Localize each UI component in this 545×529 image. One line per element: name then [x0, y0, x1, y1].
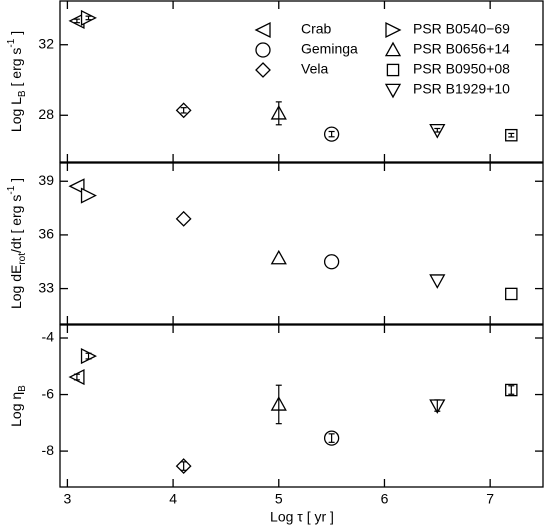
legend-label: PSR B0656+14: [413, 41, 510, 57]
y-axis-label-part: -1: [6, 185, 17, 194]
marker: [68, 178, 85, 195]
x-axis-label: Log τ [ yr ]: [270, 509, 334, 525]
legend-label: PSR B0540−69: [413, 21, 510, 37]
marker: [323, 254, 340, 270]
x-tick-label: 5: [275, 491, 283, 507]
y-tick-label: 39: [38, 172, 54, 188]
marker: [384, 41, 402, 57]
y-tick-label: 32: [38, 35, 54, 51]
y-axis-label: Log ηB: [8, 385, 28, 427]
legend-label: Crab: [301, 21, 332, 37]
marker: [270, 249, 287, 265]
marker: [384, 83, 402, 99]
panel-frame: [59, 162, 544, 325]
y-axis-label-part: B: [17, 385, 28, 392]
marker: [254, 21, 271, 39]
marker: [175, 210, 192, 227]
marker: [255, 42, 271, 58]
y-tick-label: 36: [38, 226, 54, 242]
y-axis-label-part: rot: [17, 253, 28, 265]
x-tick-label: 4: [169, 491, 177, 507]
marker: [255, 62, 271, 78]
legend-label: PSR B0950+08: [413, 61, 510, 77]
y-tick-label: 28: [38, 106, 54, 122]
y-axis-label-part: Log L: [8, 97, 24, 132]
marker: [80, 187, 97, 204]
panel-frame: [59, 324, 544, 488]
x-tick-label: 3: [63, 491, 71, 507]
y-axis-label: Log dErot/dt [ erg s-1 ]: [6, 178, 28, 309]
marker: [429, 274, 446, 289]
y-axis-label-part: /dt [ erg s: [8, 195, 24, 253]
panel-frame: [59, 0, 544, 163]
marker: [505, 287, 518, 301]
y-axis-label-part: Log dE: [8, 265, 24, 309]
y-axis-label-part: Log η: [8, 392, 24, 427]
legend-label: Vela: [301, 61, 328, 77]
y-tick-label: -8: [42, 442, 55, 458]
marker: [386, 63, 400, 77]
y-tick-label: -6: [42, 385, 55, 401]
marker: [385, 21, 402, 39]
x-tick-label: 6: [381, 491, 389, 507]
y-tick-label: 33: [38, 279, 54, 295]
y-axis-label-part: -1: [6, 38, 17, 47]
y-axis-label: Log LB [ erg s-1 ]: [6, 31, 28, 132]
y-tick-label: -4: [42, 329, 55, 345]
x-tick-label: 7: [486, 491, 494, 507]
legend-label: Geminga: [301, 41, 358, 57]
y-axis-label-part: ]: [8, 31, 24, 39]
y-axis-label-part: ]: [8, 178, 24, 186]
y-axis-label-part: [ erg s: [8, 48, 24, 91]
y-axis-label-part: B: [17, 90, 28, 97]
legend-label: PSR B1929+10: [413, 81, 510, 97]
